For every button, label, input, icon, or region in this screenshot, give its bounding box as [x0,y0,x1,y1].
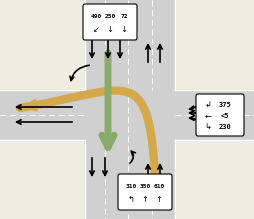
Text: 250: 250 [104,14,116,19]
Text: ↲: ↲ [204,101,212,110]
Text: 350: 350 [139,184,151,189]
Text: 230: 230 [219,124,231,130]
Text: 310: 310 [125,184,137,189]
Text: ←: ← [204,111,212,120]
Text: ↑: ↑ [141,196,149,205]
Text: ↰: ↰ [128,196,135,205]
Text: ↑: ↑ [155,196,163,205]
FancyBboxPatch shape [196,94,244,136]
Text: <5: <5 [221,113,229,119]
Text: ↓: ↓ [120,25,128,35]
Bar [175,90,254,140]
Text: 375: 375 [219,102,231,108]
Text: 610: 610 [153,184,165,189]
FancyBboxPatch shape [83,4,137,40]
Bar [85,0,175,219]
FancyBboxPatch shape [118,174,172,210]
Text: ↳: ↳ [204,122,212,131]
Text: 72: 72 [120,14,128,19]
Text: ↙: ↙ [92,25,100,35]
Bar [0,90,85,140]
Text: 490: 490 [90,14,102,19]
Text: ↓: ↓ [106,25,114,35]
